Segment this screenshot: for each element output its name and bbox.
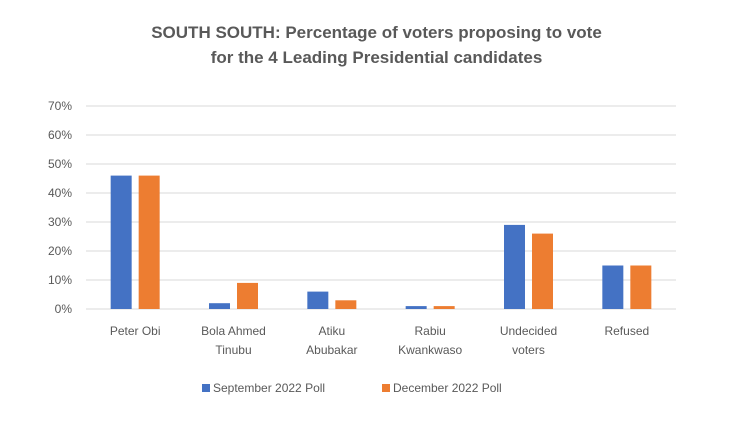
y-axis-ticks: 0% 10% 20% 30% 40% 50% 60% 70% [48,99,72,316]
bar-september-3 [405,306,427,309]
x-category-label: Kwankwaso [398,343,462,357]
x-category-label: voters [512,343,545,357]
x-category-label: Refused [604,324,649,338]
y-tick-label: 50% [48,157,72,171]
x-category-label: Abubakar [306,343,357,357]
bar-december-5 [630,265,652,309]
chart-title-line-1: SOUTH SOUTH: Percentage of voters propos… [151,23,602,42]
chart-title-line-2: for the 4 Leading Presidential candidate… [210,48,543,67]
x-category-label: Rabiu [414,324,445,338]
chart-title: SOUTH SOUTH: Percentage of voters propos… [0,20,753,70]
bar-september-4 [504,224,525,309]
bars [110,175,652,309]
y-tick-label: 20% [48,244,72,258]
x-category-label: Undecided [500,324,557,338]
y-tick-label: 60% [48,128,72,142]
legend-label: December 2022 Poll [393,381,502,395]
x-category-label: Bola Ahmed [201,324,266,338]
x-category-label: Peter Obi [110,324,161,338]
y-tick-label: 10% [48,273,72,287]
y-tick-label: 70% [48,99,72,113]
bar-december-0 [138,175,160,309]
bar-december-1 [237,282,258,309]
y-tick-label: 0% [55,302,73,316]
y-tick-label: 40% [48,186,72,200]
legend-swatch [202,384,210,392]
gridlines [86,105,676,310]
bar-september-5 [602,265,624,309]
legend-label: September 2022 Poll [213,381,325,395]
legend: September 2022 Poll December 2022 Poll [202,381,502,395]
x-category-label: Atiku [318,324,345,338]
y-tick-label: 30% [48,215,72,229]
bar-september-2 [307,291,329,309]
legend-swatch [382,384,390,392]
bar-december-4 [532,233,553,309]
x-axis-labels: Peter Obi Bola Ahmed Tinubu Atiku Abubakar Ra… [110,324,649,357]
bar-september-1 [209,303,230,309]
bar-september-0 [110,175,132,309]
bar-december-2 [335,300,357,309]
x-category-label: Tinubu [215,343,251,357]
bar-december-3 [433,306,455,309]
